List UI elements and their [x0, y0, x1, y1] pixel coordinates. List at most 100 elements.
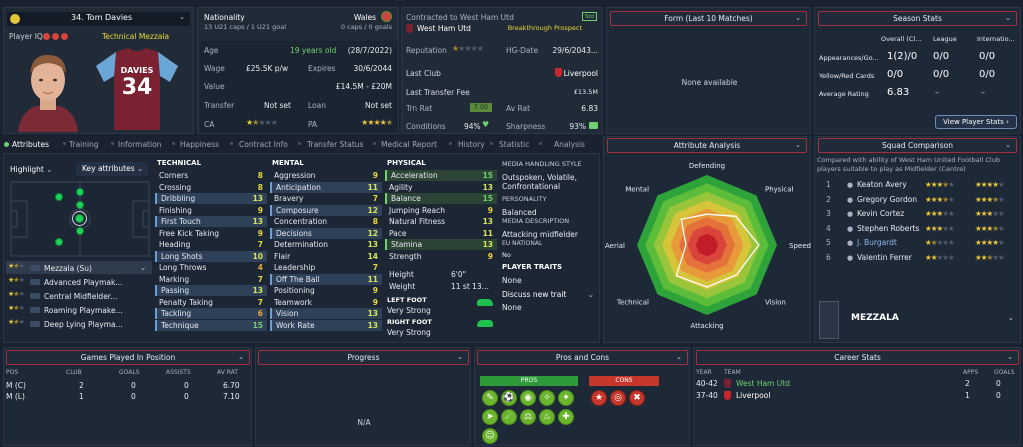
chevron-down-icon[interactable]: ⌄: [140, 263, 147, 272]
position-dot-mcl[interactable]: [76, 201, 84, 209]
mental-attribute-row[interactable]: Positioning 9: [270, 285, 382, 296]
physical-attribute-row[interactable]: Strength 9: [385, 251, 497, 262]
physical-attribute-row[interactable]: Natural Fitness 13: [385, 216, 497, 227]
mental-attribute-row[interactable]: Composure 12: [270, 204, 382, 216]
position-dot-amc[interactable]: [76, 188, 84, 196]
career-header[interactable]: Career Stats ⌄: [696, 350, 1019, 365]
last-club-value[interactable]: Liverpool: [563, 69, 598, 78]
squad-row[interactable]: 6 ● Valentin Ferrer ★★★★★ ★★★★★: [815, 251, 1023, 265]
pro-flair-icon[interactable]: ✦: [558, 390, 574, 406]
career-row-team[interactable]: West Ham Utd: [736, 379, 790, 388]
mental-attribute-row[interactable]: Off The Ball 11: [270, 273, 382, 285]
chevron-down-icon[interactable]: ⌄: [238, 353, 244, 361]
view-player-stats-button[interactable]: View Player Stats ›: [935, 115, 1017, 129]
technical-attribute-row[interactable]: Marking 7: [155, 274, 267, 285]
squad-row[interactable]: 1 ● Keaton Avery ★★★★★ ★★★★★: [815, 178, 1023, 192]
technical-attribute-row[interactable]: Dribbling 13: [155, 193, 267, 204]
discuss-trait-button[interactable]: Discuss new trait ⌄: [502, 290, 596, 299]
mental-attribute-row[interactable]: Teamwork 9: [270, 297, 382, 308]
loan-value[interactable]: Not set: [365, 101, 392, 110]
chevron-down-icon[interactable]: ⌄: [179, 13, 185, 21]
physical-attribute-row[interactable]: Agility 13: [385, 182, 497, 193]
technical-attribute-row[interactable]: Free Kick Taking 9: [155, 228, 267, 239]
chevron-down-icon[interactable]: ⌄: [1007, 353, 1013, 361]
tab-analysis[interactable]: Analysis: [554, 140, 585, 149]
chevron-down-icon[interactable]: ⌄: [795, 14, 801, 22]
physical-attribute-row[interactable]: Acceleration 15: [385, 170, 497, 181]
tab-contract-info[interactable]: Contract Info: [239, 140, 288, 149]
mental-attribute-row[interactable]: Concentration 8: [270, 216, 382, 227]
technical-attribute-row[interactable]: Crossing 8: [155, 182, 267, 193]
squad-row[interactable]: 3 ● Kevin Cortez ★★★★★ ★★★★★: [815, 207, 1023, 221]
mental-attribute-row[interactable]: Work Rate 13: [270, 319, 382, 331]
squad-header[interactable]: Squad Comparison ⌄: [818, 138, 1017, 153]
season-header[interactable]: Season Stats ⌄: [818, 11, 1017, 26]
tab-training[interactable]: Training: [69, 140, 99, 149]
chevron-down-icon[interactable]: ⌄: [1007, 313, 1014, 322]
tab-medical-report[interactable]: Medical Report: [381, 140, 437, 149]
tab-information[interactable]: Information: [118, 140, 162, 149]
form-header[interactable]: Form (Last 10 Matches) ⌄: [610, 11, 807, 26]
mental-attribute-row[interactable]: Decisions 12: [270, 227, 382, 239]
pro-passing-icon[interactable]: ✎: [482, 390, 498, 406]
tab-statistic[interactable]: Statistic: [499, 140, 530, 149]
pro-fitness-icon[interactable]: ✚: [558, 409, 574, 425]
player-menu-icon[interactable]: [10, 14, 20, 24]
role-name[interactable]: Central Midfielder...: [44, 292, 118, 301]
technical-attribute-row[interactable]: Heading 7: [155, 239, 267, 250]
pro-technique-icon[interactable]: ✧: [539, 390, 555, 406]
physical-attribute-row[interactable]: Stamina 13: [385, 239, 497, 250]
tab-history[interactable]: History: [458, 140, 485, 149]
chevron-down-icon[interactable]: ⌄: [795, 141, 801, 149]
pro-speed-icon[interactable]: ➤: [482, 409, 498, 425]
physical-attribute-row[interactable]: Jumping Reach 9: [385, 205, 497, 216]
pro-dribbling-icon[interactable]: ⚽: [501, 390, 517, 406]
pro-composure-icon[interactable]: ☺: [482, 428, 498, 444]
mental-attribute-row[interactable]: Anticipation 11: [270, 181, 382, 193]
physical-attribute-row[interactable]: Balance 15: [385, 193, 497, 204]
career-row-team[interactable]: Liverpool: [736, 391, 771, 400]
mental-attribute-row[interactable]: Vision 13: [270, 308, 382, 319]
squad-row[interactable]: 2 ● Gregory Gordon ★★★★★ ★★★★★: [815, 193, 1023, 207]
position-dot-mr[interactable]: [55, 238, 63, 246]
role-row[interactable]: [6, 261, 152, 274]
role-name[interactable]: Roaming Playmake...: [44, 306, 123, 315]
role-name[interactable]: Advanced Playmak...: [44, 278, 123, 287]
position-dot-mcr[interactable]: [76, 227, 84, 235]
tab-transfer-status[interactable]: Transfer Status: [307, 140, 364, 149]
technical-attribute-row[interactable]: Tackling 6: [155, 308, 267, 319]
technical-attribute-row[interactable]: Passing 13: [155, 285, 267, 296]
technical-attribute-row[interactable]: Long Shots 10: [155, 250, 267, 262]
progress-header[interactable]: Progress ⌄: [258, 350, 469, 365]
technical-attribute-row[interactable]: Penalty Taking 7: [155, 297, 267, 308]
highlight-dropdown[interactable]: Highlight ⌄: [10, 164, 64, 176]
squad-row[interactable]: 4 ● Stephen Roberts ★★★★★ ★★★★★: [815, 222, 1023, 236]
games-header[interactable]: Games Played In Position ⌄: [6, 350, 250, 365]
mental-attribute-row[interactable]: Aggression 9: [270, 170, 382, 181]
mental-attribute-row[interactable]: Determination 13: [270, 239, 382, 250]
club-name[interactable]: West Ham Utd: [417, 24, 471, 33]
pro-stamina-icon[interactable]: ♨: [539, 409, 555, 425]
technical-attribute-row[interactable]: Technique 15: [155, 319, 267, 331]
tab-attributes[interactable]: Attributes: [12, 140, 50, 149]
position-dot-mc[interactable]: [75, 214, 84, 223]
key-attributes-dropdown[interactable]: Key attributes ⌄: [76, 162, 148, 176]
analysis-header[interactable]: Attribute Analysis ⌄: [607, 138, 807, 153]
chevron-down-icon[interactable]: ⌄: [457, 353, 463, 361]
technical-attribute-row[interactable]: Corners 8: [155, 170, 267, 181]
pro-agility-icon[interactable]: ☄: [501, 409, 517, 425]
position-dot-ml[interactable]: [55, 193, 63, 201]
squad-row[interactable]: 5 ● J. Burgardt ★★★★★ ★★★★★: [815, 236, 1023, 250]
pro-balance-icon[interactable]: ⚖: [520, 409, 536, 425]
role-name[interactable]: Deep Lying Playma...: [44, 320, 123, 329]
tab-happiness[interactable]: Happiness: [180, 140, 220, 149]
mental-attribute-row[interactable]: Leadership 7: [270, 262, 382, 273]
physical-attribute-row[interactable]: Pace 11: [385, 228, 497, 239]
con-leadership-icon[interactable]: ★: [591, 390, 607, 406]
nationality-value[interactable]: Wales: [353, 13, 376, 22]
chevron-down-icon[interactable]: ⌄: [1005, 14, 1011, 22]
pro-vision-icon[interactable]: ◉: [520, 390, 536, 406]
con-heading-icon[interactable]: ✖: [629, 390, 645, 406]
technical-attribute-row[interactable]: Long Throws 4: [155, 262, 267, 273]
con-marking-icon[interactable]: ◎: [610, 390, 626, 406]
